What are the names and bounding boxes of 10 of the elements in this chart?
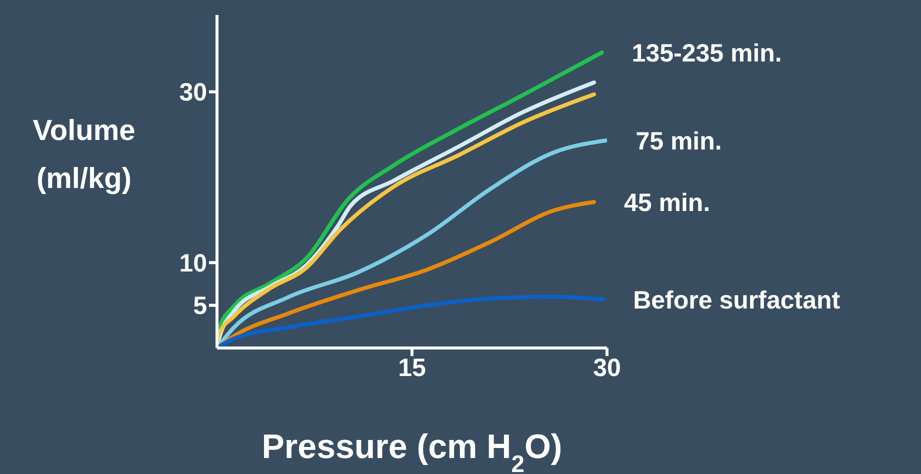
series-label: 45 min. [624, 188, 710, 217]
series-label: 135-235 min. [632, 40, 782, 68]
y-tick-label: 30 [179, 78, 207, 107]
y-axis-title: Volume (ml/kg) [32, 115, 136, 195]
series-label: Before surfactant [633, 286, 841, 314]
x-axis-title: Pressure (cm H$_{2}$O) [262, 428, 562, 474]
y-tick-label: 5 [193, 292, 208, 320]
series-label: 75 min. [636, 128, 722, 156]
x-tick-label: 15 [398, 354, 426, 382]
y-tick-label: 10 [179, 249, 207, 278]
